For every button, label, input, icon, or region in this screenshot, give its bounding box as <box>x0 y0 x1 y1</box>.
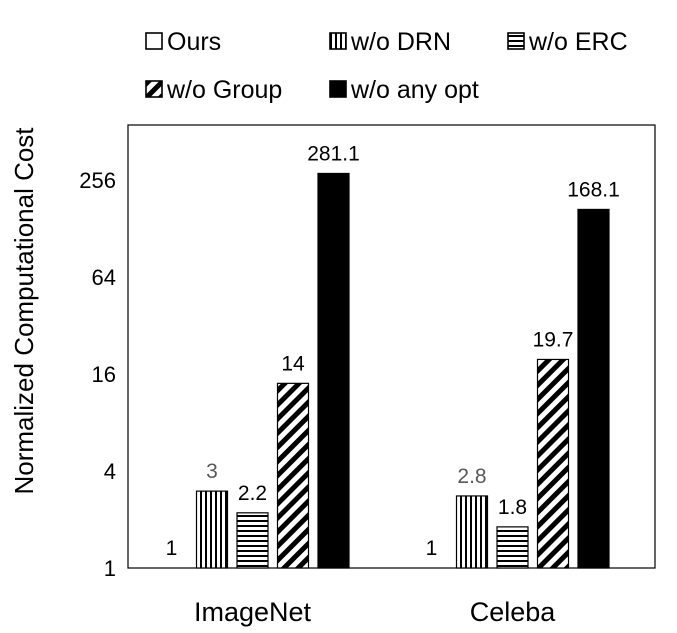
y-tick-label: 256 <box>79 168 116 193</box>
legend-label: w/o Group <box>166 76 282 104</box>
plot-area <box>127 124 656 569</box>
bar-solid-black <box>317 172 350 569</box>
bar-value-label: 2.8 <box>457 465 486 488</box>
y-axis-label: Normalized Computational Cost <box>9 127 39 495</box>
bar-value-label: 281.1 <box>307 142 360 165</box>
bar-solid-black <box>577 208 610 569</box>
y-ticks: 1 4 16 64 256 <box>79 168 116 581</box>
legend-label: w/o DRN <box>350 28 451 56</box>
bar-horizontal-lines <box>496 526 529 569</box>
y-tick-label: 16 <box>92 362 116 387</box>
legend-swatch-diagonal-stripes <box>145 80 163 98</box>
bar-diagonal-stripes <box>276 382 310 569</box>
y-tick-label: 64 <box>92 265 116 290</box>
legend-swatch-empty <box>145 32 163 50</box>
x-ticks: ImageNet Celeba <box>194 597 556 627</box>
bar-value-label: 3 <box>206 460 218 483</box>
bar-labels: 1 1 3 2.8 2.2 1.8 14 19.7 281.1 168.1 <box>166 142 620 560</box>
bar-diagonal-stripes <box>536 358 570 569</box>
legend: Ours w/o DRN w/o ERC w/o Group w/o any opt <box>145 28 628 104</box>
x-tick-label: Celeba <box>470 597 557 627</box>
bar-value-label: 1 <box>166 537 178 560</box>
bars <box>195 172 610 569</box>
plot-frame <box>127 124 656 569</box>
bar-vertical-lines <box>455 495 489 569</box>
x-tick-label: ImageNet <box>194 597 312 627</box>
bar-value-label: 1.8 <box>498 496 527 519</box>
bar-value-label: 19.7 <box>533 328 574 351</box>
legend-label: w/o ERC <box>528 28 628 56</box>
bar-value-label: 14 <box>281 352 305 375</box>
legend-label: w/o any opt <box>350 76 479 104</box>
legend-swatch-vertical-lines <box>329 32 347 50</box>
legend-label: Ours <box>167 28 221 56</box>
bar-horizontal-lines <box>236 512 269 569</box>
bar-value-label: 168.1 <box>567 178 620 201</box>
y-tick-label: 4 <box>104 459 116 484</box>
bar-value-label: 1 <box>426 537 438 560</box>
bar-value-label: 2.2 <box>238 482 267 505</box>
y-tick-label: 1 <box>104 556 116 581</box>
legend-swatch-horizontal-lines <box>507 32 525 50</box>
bar-vertical-lines <box>195 490 229 569</box>
legend-swatch-solid-black <box>329 80 347 98</box>
